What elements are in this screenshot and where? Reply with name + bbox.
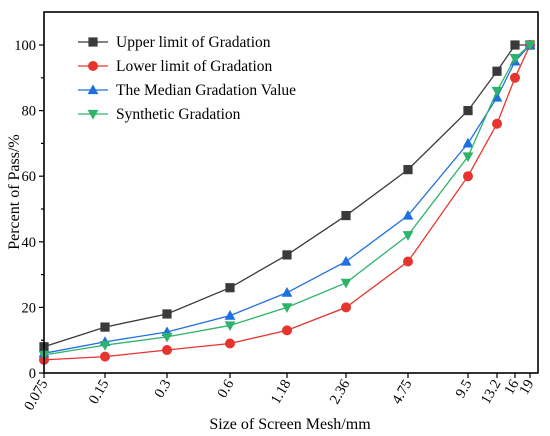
data-point-series-1 bbox=[225, 283, 235, 293]
data-point-series-4 bbox=[462, 152, 474, 163]
data-point-series-4 bbox=[281, 303, 293, 313]
data-point-series-2 bbox=[225, 338, 235, 349]
x-tick-label: 4.75 bbox=[389, 377, 416, 407]
data-point-series-4 bbox=[524, 40, 536, 51]
legend-marker bbox=[88, 37, 98, 47]
legend-marker bbox=[87, 84, 99, 95]
data-point-series-4 bbox=[491, 86, 503, 97]
data-point-series-3 bbox=[462, 137, 474, 148]
legend: Upper limit of Gradation Lower limit of G… bbox=[78, 34, 296, 123]
data-point-series-2 bbox=[403, 256, 413, 267]
data-point-series-1 bbox=[510, 40, 520, 50]
legend-marker bbox=[87, 109, 99, 120]
data-point-series-1 bbox=[162, 309, 172, 319]
x-tick-label: 0.3 bbox=[152, 377, 175, 401]
data-point-series-1 bbox=[282, 250, 292, 260]
data-point-series-3 bbox=[281, 287, 293, 297]
y-tick-label: 60 bbox=[22, 169, 37, 185]
x-tick-label: 16 bbox=[501, 377, 522, 398]
x-tick-label: 1.18 bbox=[268, 377, 295, 407]
data-point-series-3 bbox=[402, 209, 414, 220]
legend-label: Synthetic Gradation bbox=[116, 106, 241, 123]
data-point-series-4 bbox=[99, 341, 111, 351]
plot-area bbox=[38, 39, 536, 365]
data-point-series-1 bbox=[492, 66, 502, 76]
y-tick-label: 80 bbox=[22, 104, 37, 120]
legend-label: Lower limit of Gradation bbox=[116, 58, 272, 75]
x-tick-label: 0.15 bbox=[86, 377, 113, 407]
data-point-series-4 bbox=[509, 54, 521, 64]
data-point-series-2 bbox=[341, 302, 351, 313]
data-point-series-2 bbox=[510, 72, 520, 83]
data-point-series-4 bbox=[161, 332, 173, 343]
y-tick-label: 100 bbox=[14, 38, 36, 54]
legend-label: Upper limit of Gradation bbox=[116, 34, 271, 51]
data-point-series-3 bbox=[491, 91, 503, 102]
x-tick-label: 0.6 bbox=[215, 377, 238, 401]
data-point-series-4 bbox=[224, 321, 236, 332]
axes: 0 20 40 60 80 100 0.075 0.15 0.3 0.6 1.18 2.36 4.75 9… bbox=[14, 11, 539, 413]
data-point-series-2 bbox=[162, 345, 172, 356]
x-tick-label: 13.2 bbox=[478, 377, 505, 407]
y-tick-label: 40 bbox=[22, 235, 37, 251]
data-point-series-1 bbox=[100, 322, 110, 332]
x-tick-label: 19 bbox=[516, 377, 537, 398]
data-point-series-2 bbox=[100, 351, 110, 362]
data-point-series-4 bbox=[402, 231, 414, 241]
legend-label: The Median Gradation Value bbox=[116, 82, 296, 99]
y-tick-label: 20 bbox=[22, 300, 37, 316]
y-axis-label: Percent of Pass/% bbox=[6, 134, 23, 250]
data-point-series-4 bbox=[340, 278, 352, 289]
data-point-series-1 bbox=[341, 210, 351, 221]
data-point-series-3 bbox=[340, 255, 352, 266]
data-point-series-2 bbox=[492, 118, 502, 129]
data-point-series-2 bbox=[463, 171, 473, 182]
data-point-series-1 bbox=[403, 165, 413, 175]
x-tick-label: 0.075 bbox=[21, 377, 51, 413]
x-tick-label: 2.36 bbox=[327, 377, 354, 407]
data-point-series-1 bbox=[463, 106, 473, 116]
data-point-series-3 bbox=[224, 310, 236, 320]
x-axis-label: Size of Screen Mesh/mm bbox=[209, 416, 371, 433]
y-tick-label: 0 bbox=[29, 366, 36, 382]
legend-marker bbox=[88, 61, 98, 71]
data-point-series-2 bbox=[282, 325, 292, 336]
plot-frame bbox=[43, 11, 539, 374]
x-tick-label: 9.5 bbox=[453, 377, 476, 401]
